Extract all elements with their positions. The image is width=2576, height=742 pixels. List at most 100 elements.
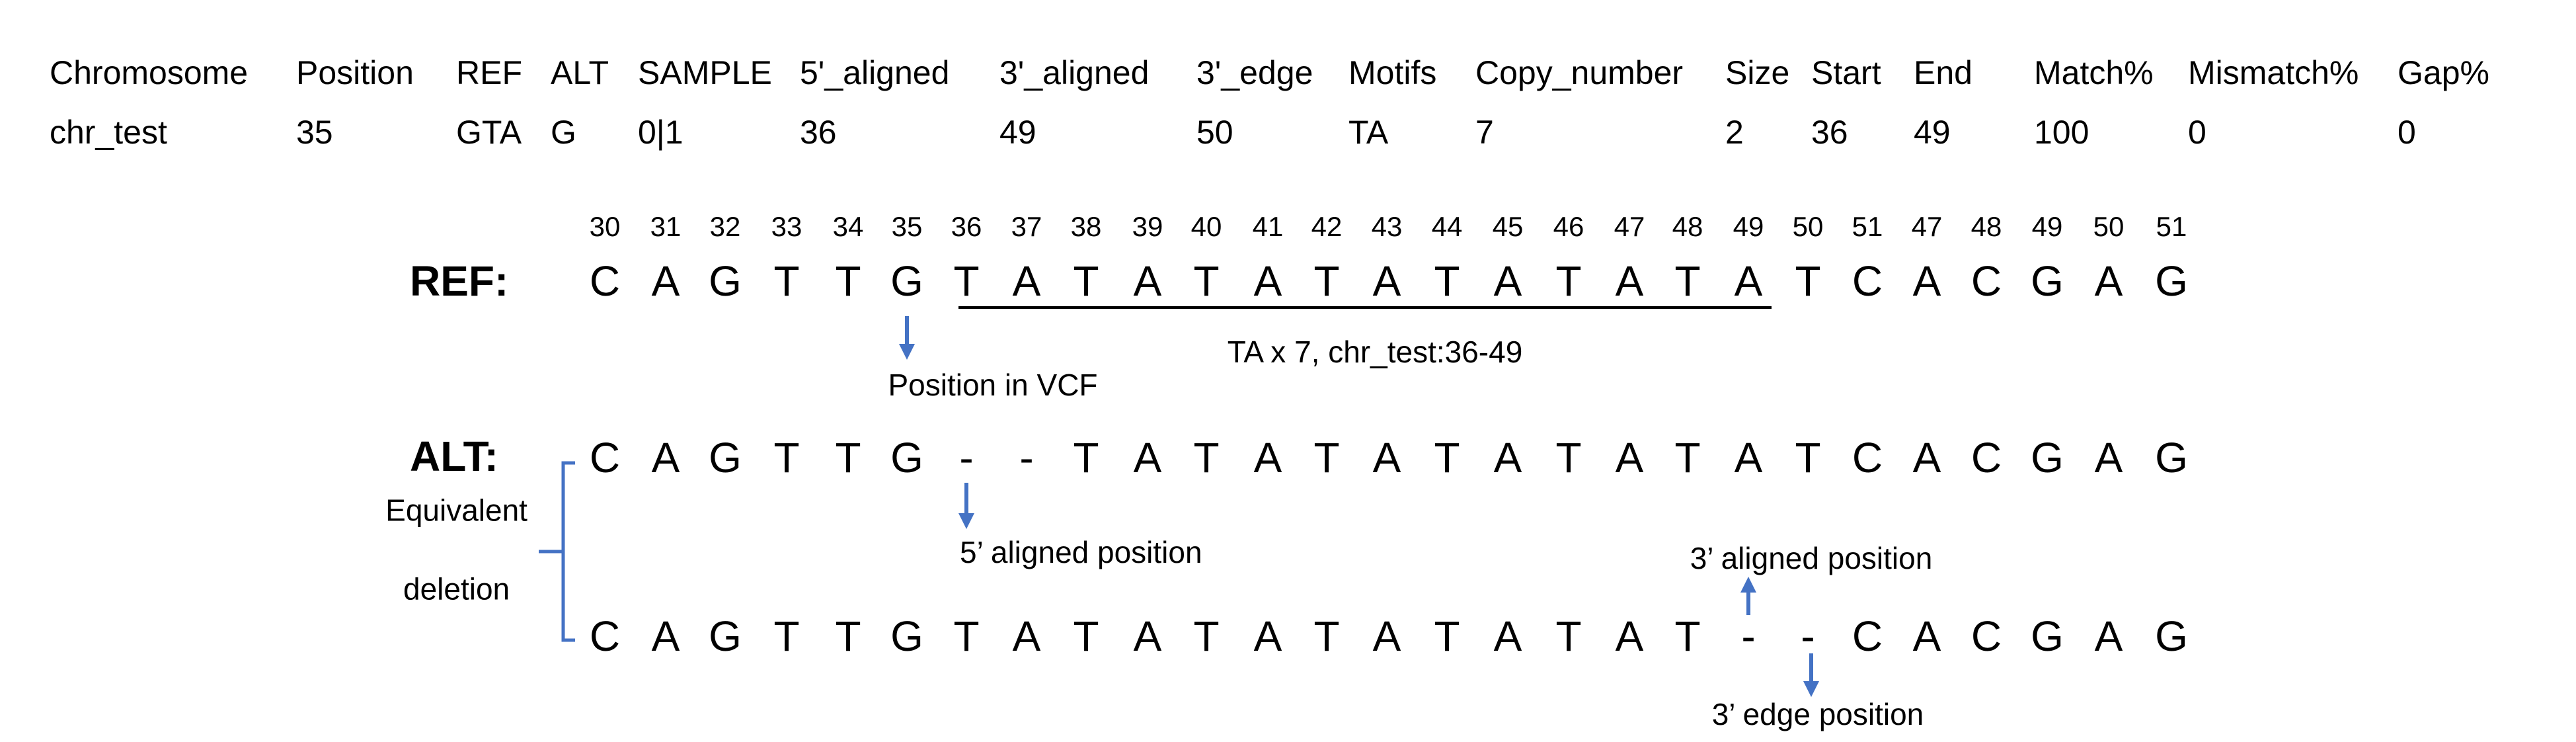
table-header-cell: Gap%	[2398, 54, 2489, 91]
position-number: 33	[771, 211, 802, 242]
position-number: 44	[1431, 211, 1463, 242]
alt-base: T	[1193, 434, 1220, 481]
position-number: 47	[1614, 211, 1645, 242]
alt-base: G	[890, 434, 923, 481]
alt-base: T	[1073, 612, 1099, 660]
ref-base: T	[1193, 257, 1220, 305]
table-cell: 7	[1475, 114, 1494, 151]
table-cell: G	[551, 114, 576, 151]
table-cell: TA	[1348, 114, 1389, 151]
ref-base: G	[709, 257, 742, 305]
position-number: 35	[891, 211, 923, 242]
equivalent-deletion-line-1: Equivalent	[385, 493, 527, 528]
ref-base: A	[651, 257, 680, 305]
ref-base: A	[1012, 257, 1041, 305]
position-number: 31	[650, 211, 682, 242]
table-header-cell: 5'_aligned	[800, 54, 950, 91]
three-prime-aligned-label: 3’ aligned position	[1690, 541, 1933, 575]
position-number: 43	[1371, 211, 1403, 242]
position-number: 41	[1252, 211, 1284, 242]
alt-base: -	[1741, 612, 1756, 660]
alt-base: G	[2155, 434, 2188, 481]
table-cell: chr_test	[50, 114, 167, 151]
alt-base: A	[1912, 434, 1941, 481]
alt-base: A	[1372, 612, 1401, 660]
ref-base: A	[1912, 257, 1941, 305]
alt-base: T	[835, 612, 861, 660]
ref-base: G	[2155, 257, 2188, 305]
alt-base: T	[1674, 612, 1701, 660]
position-number: 50	[1792, 211, 1824, 242]
table-header-cell: Start	[1811, 54, 1881, 91]
table-header-cell: 3'_aligned	[999, 54, 1150, 91]
ref-base: A	[1734, 257, 1763, 305]
ref-base: A	[1372, 257, 1401, 305]
table-cell: 0	[2188, 114, 2206, 151]
alt-base: C	[1971, 434, 2002, 481]
ref-base: G	[890, 257, 923, 305]
ref-base: T	[1795, 257, 1821, 305]
table-cell: 2	[1725, 114, 1744, 151]
position-number: 51	[1852, 211, 1883, 242]
alt-base: -	[1801, 612, 1815, 660]
table-header-cell: Position	[296, 54, 414, 91]
alt-base: C	[589, 612, 621, 660]
alt-base: A	[1133, 434, 1162, 481]
alt-base: T	[1313, 434, 1340, 481]
table-header-cell: Motifs	[1348, 54, 1437, 91]
table-cell: 50	[1196, 114, 1233, 151]
table-header-cell: Match%	[2034, 54, 2154, 91]
alt-base: -	[1019, 434, 1034, 481]
five-prime-aligned-label: 5’ aligned position	[960, 535, 1202, 569]
ref-base: T	[1674, 257, 1701, 305]
alt-base: C	[1852, 612, 1883, 660]
table-cell: 49	[1914, 114, 1951, 151]
ref-base: C	[589, 257, 621, 305]
alt-base: T	[953, 612, 980, 660]
alt-base: C	[1971, 612, 2002, 660]
ref-base: T	[1073, 257, 1099, 305]
ref-base: A	[1133, 257, 1162, 305]
alt-base: A	[1493, 612, 1522, 660]
ref-base: G	[2031, 257, 2064, 305]
alt-base: A	[1372, 434, 1401, 481]
table-header-cell: End	[1914, 54, 1972, 91]
position-number: 46	[1553, 211, 1584, 242]
alt-base: T	[1555, 612, 1582, 660]
ref-base: T	[953, 257, 980, 305]
table-cell: GTA	[456, 114, 522, 151]
table-header-cell: Mismatch%	[2188, 54, 2359, 91]
repeat-annotation: TA x 7, chr_test:36-49	[1227, 335, 1523, 369]
table-header-cell: Chromosome	[50, 54, 249, 91]
alt-base: T	[1313, 612, 1340, 660]
table-cell: 36	[1811, 114, 1848, 151]
position-number: 49	[1733, 211, 1764, 242]
equivalent-deletion-bracket	[539, 461, 575, 642]
alt-base: G	[709, 612, 742, 660]
position-number: 42	[1311, 211, 1343, 242]
alt-base: G	[890, 612, 923, 660]
position-number: 48	[1971, 211, 2002, 242]
alt-base: A	[1734, 434, 1763, 481]
position-number: 48	[1672, 211, 1703, 242]
position-number: 32	[709, 211, 741, 242]
alt-base: T	[1795, 434, 1821, 481]
alt-base: T	[773, 434, 800, 481]
ref-base: T	[1434, 257, 1460, 305]
position-number: 30	[589, 211, 621, 242]
table-header-cell: Size	[1725, 54, 1790, 91]
alt-base: G	[2031, 434, 2064, 481]
position-number: 39	[1132, 211, 1163, 242]
position-in-vcf-label: Position in VCF	[888, 368, 1098, 402]
alt-label: ALT:	[410, 433, 498, 480]
alt-base: G	[709, 434, 742, 481]
alt-base: T	[1555, 434, 1582, 481]
ref-base: T	[773, 257, 800, 305]
ref-label: REF:	[410, 257, 509, 305]
table-header-cell: ALT	[551, 54, 609, 91]
table-cell: 36	[800, 114, 837, 151]
alt-base: A	[651, 434, 680, 481]
alt-base: A	[1912, 612, 1941, 660]
alt-base: T	[835, 434, 861, 481]
